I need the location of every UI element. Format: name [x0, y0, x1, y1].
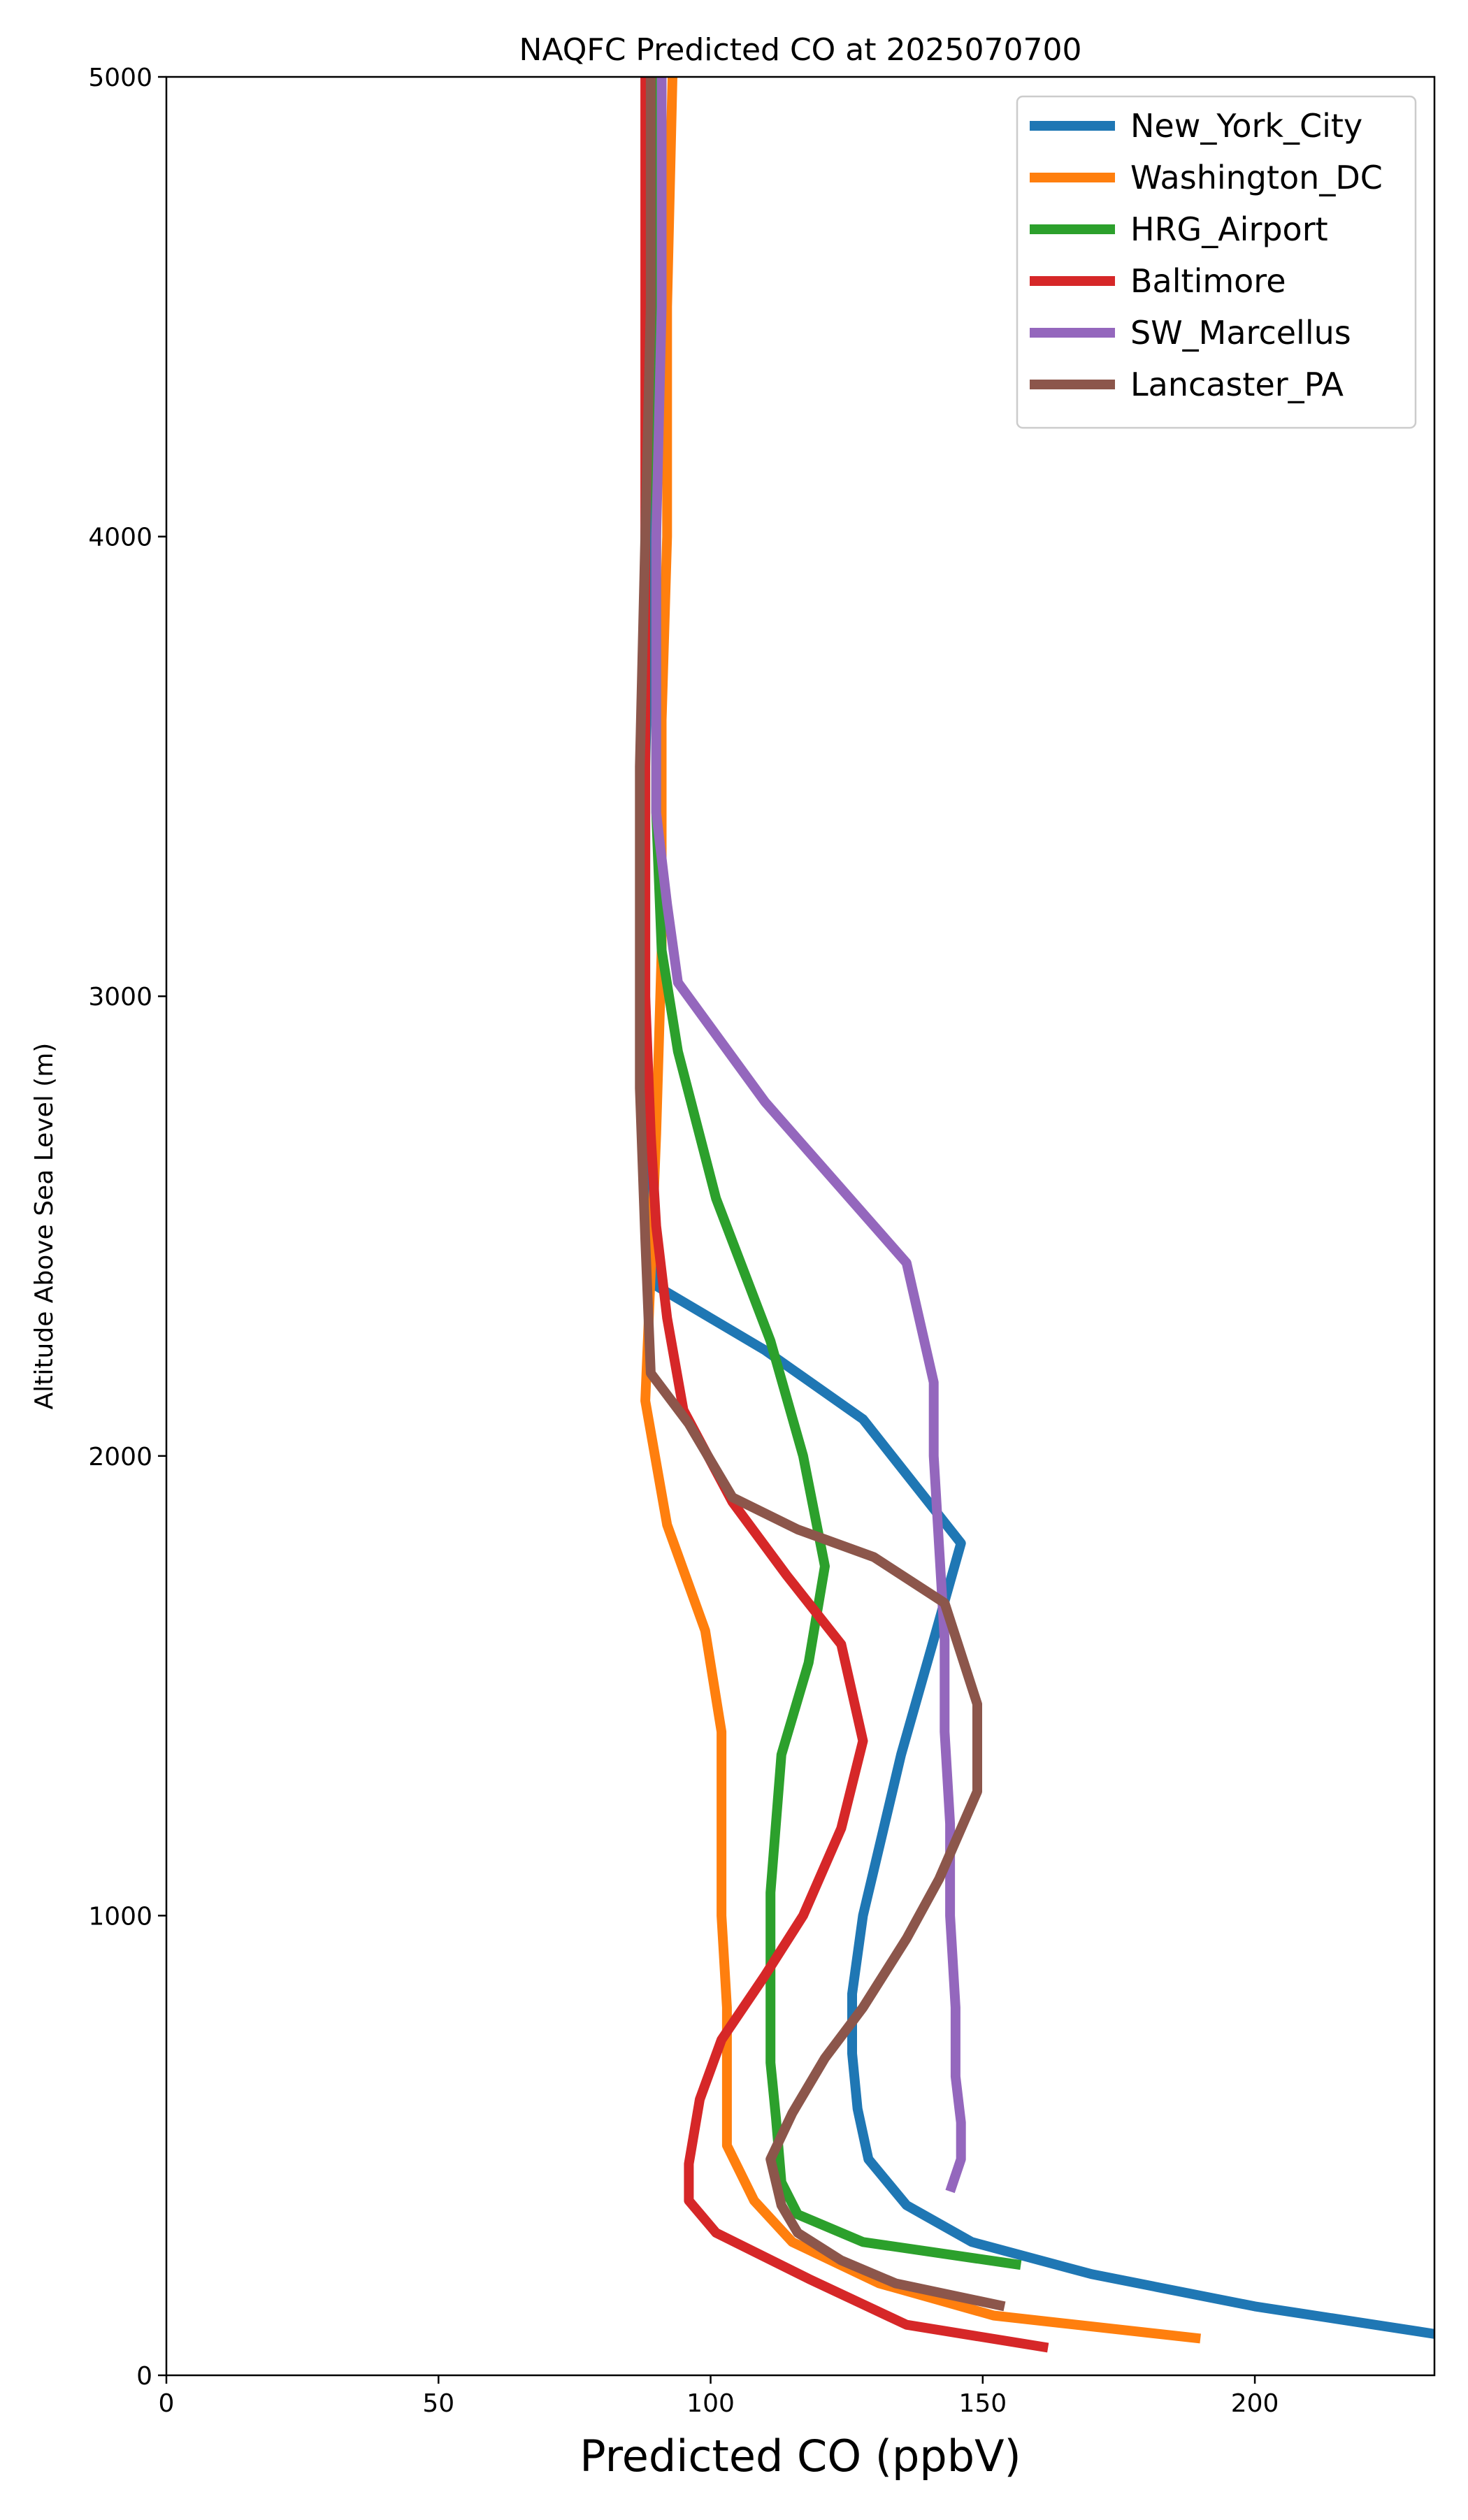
legend-label-sw-marcellus: SW_Marcellus — [1130, 314, 1351, 352]
x-tick-label: 0 — [159, 2389, 175, 2418]
series-line-sw-marcellus — [651, 77, 966, 2194]
legend: New_York_City Washington_DC HRG_Airport Bal… — [1016, 95, 1417, 429]
series-line-lancaster-pa — [635, 77, 1006, 2312]
legend-label-hrg-airport: HRG_Airport — [1130, 210, 1328, 248]
plot-frame — [165, 75, 1436, 2377]
legend-box — [1016, 95, 1417, 429]
y-tick-label: 5000 — [88, 64, 152, 92]
y-tick-label: 3000 — [88, 983, 152, 1011]
y-tick-label: 1000 — [88, 1902, 152, 1931]
y-axis: 0 1000 2000 3000 4000 5000 — [88, 64, 166, 2391]
chart-title: NAQFC Predicted CO at 2025070700 — [519, 32, 1082, 68]
series-line-baltimore — [640, 77, 1049, 2353]
x-tick-label: 100 — [686, 2389, 735, 2418]
legend-label-baltimore: Baltimore — [1130, 262, 1286, 300]
legend-label-new-york-city: New_York_City — [1130, 107, 1362, 145]
x-tick-label: 150 — [958, 2389, 1007, 2418]
y-tick-label: 2000 — [88, 1443, 152, 1471]
legend-label-washington-dc: Washington_DC — [1130, 159, 1383, 196]
legend-label-lancaster-pa: Lancaster_PA — [1130, 366, 1344, 403]
y-tick-label: 0 — [136, 2362, 152, 2391]
x-tick-label: 50 — [422, 2389, 454, 2418]
x-tick-label: 200 — [1231, 2389, 1279, 2418]
x-axis-label: Predicted CO (ppbV) — [580, 2431, 1021, 2482]
x-axis: 0 50 100 150 200 — [159, 2375, 1279, 2418]
plot-area — [635, 77, 1434, 2353]
y-tick-label: 4000 — [88, 524, 152, 552]
series-line-washington-dc — [640, 77, 1201, 2344]
y-axis-label: Altitude Above Sea Level (m) — [30, 1043, 59, 1410]
